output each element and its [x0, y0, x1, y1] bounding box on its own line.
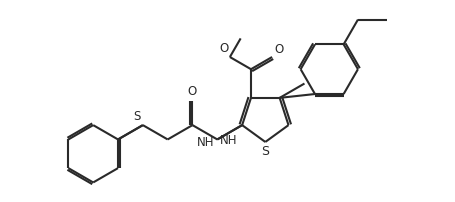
Text: O: O — [188, 85, 197, 99]
Text: NH: NH — [197, 136, 214, 149]
Text: S: S — [133, 110, 141, 123]
Text: O: O — [219, 42, 228, 55]
Text: S: S — [261, 145, 269, 158]
Text: NH: NH — [220, 134, 238, 147]
Text: O: O — [274, 42, 283, 56]
